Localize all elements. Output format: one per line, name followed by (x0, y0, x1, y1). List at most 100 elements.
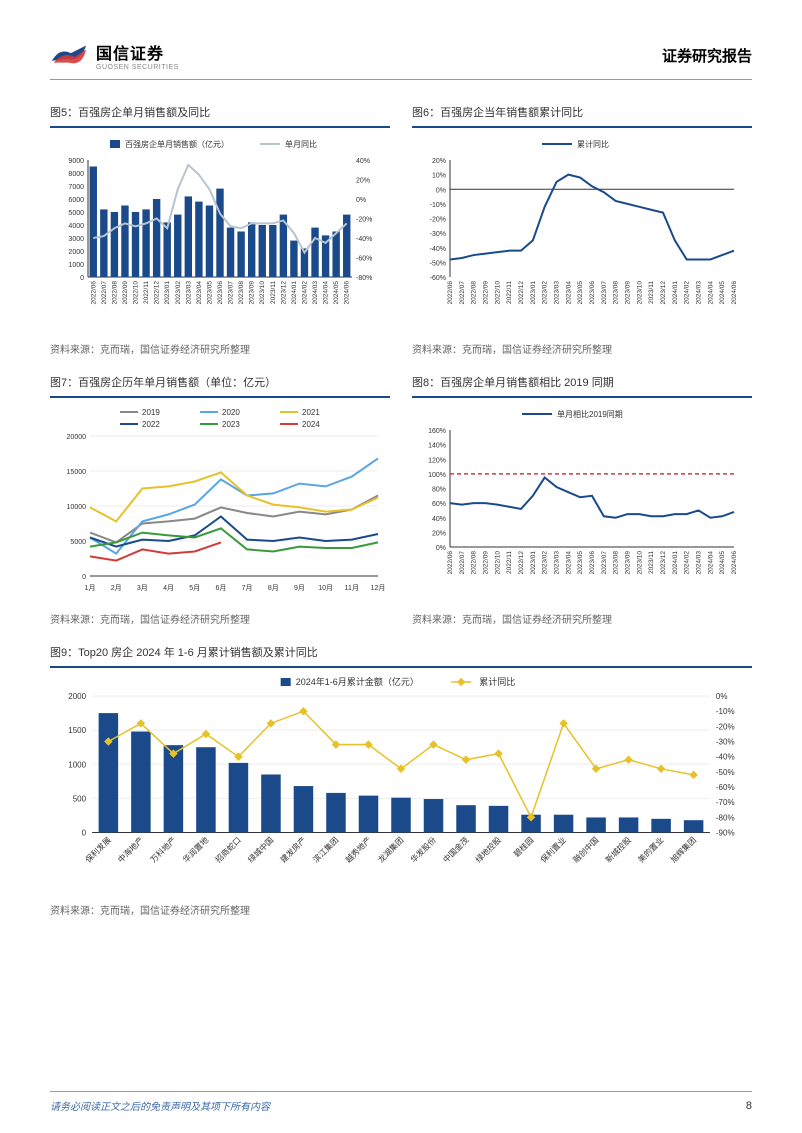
svg-text:7000: 7000 (68, 184, 84, 191)
svg-text:-20%: -20% (430, 217, 446, 224)
svg-text:华发股份: 华发股份 (408, 835, 438, 865)
svg-text:中海地产: 中海地产 (116, 835, 146, 865)
svg-text:20%: 20% (356, 178, 370, 185)
svg-text:滨江集团: 滨江集团 (311, 835, 341, 865)
svg-text:2022/09: 2022/09 (483, 281, 490, 305)
svg-text:万科地产: 万科地产 (148, 835, 178, 865)
svg-text:1000: 1000 (68, 262, 84, 269)
svg-text:2023/01: 2023/01 (530, 551, 537, 575)
svg-text:2024年1-6月累计金额（亿元）: 2024年1-6月累计金额（亿元） (296, 676, 419, 687)
svg-text:2020: 2020 (222, 408, 240, 417)
svg-text:2023/04: 2023/04 (565, 281, 572, 305)
footer-note: 请务必阅读正文之后的免责声明及其项下所有内容 (50, 1098, 270, 1113)
svg-text:20%: 20% (432, 158, 446, 165)
svg-text:60%: 60% (432, 501, 446, 508)
svg-text:招商蛇口: 招商蛇口 (213, 835, 243, 865)
svg-text:100%: 100% (428, 472, 446, 479)
chart5-title: 图5：百强房企单月销售额及同比 (50, 104, 390, 120)
svg-text:2023/07: 2023/07 (601, 281, 608, 305)
svg-text:2019: 2019 (142, 408, 160, 417)
svg-text:2023/04: 2023/04 (565, 551, 572, 575)
svg-text:融创中国: 融创中国 (571, 835, 601, 865)
svg-text:2021: 2021 (302, 408, 320, 417)
svg-text:0%: 0% (436, 187, 446, 194)
svg-text:-30%: -30% (430, 231, 446, 238)
svg-text:12月: 12月 (371, 584, 386, 592)
svg-text:-80%: -80% (716, 813, 735, 822)
svg-text:2024/03: 2024/03 (696, 551, 703, 575)
svg-text:2023/03: 2023/03 (554, 551, 561, 575)
svg-text:2022/10: 2022/10 (494, 281, 501, 305)
svg-text:2022/10: 2022/10 (133, 281, 140, 305)
svg-text:2023/07: 2023/07 (601, 551, 608, 575)
svg-text:6月: 6月 (215, 584, 226, 592)
svg-text:1月: 1月 (85, 584, 96, 592)
svg-text:2022/06: 2022/06 (447, 281, 454, 305)
svg-text:2023/12: 2023/12 (660, 281, 667, 305)
svg-text:-70%: -70% (716, 798, 735, 807)
chart8-source: 资料来源：克而瑞，国信证券经济研究所整理 (412, 611, 752, 626)
svg-text:2024/02: 2024/02 (301, 281, 308, 305)
svg-text:0: 0 (80, 275, 84, 282)
svg-text:龙湖集团: 龙湖集团 (376, 835, 406, 865)
svg-text:2024/02: 2024/02 (684, 551, 691, 575)
chart8: 单月相比2019同期0%20%40%60%80%100%120%140%160%… (412, 402, 752, 602)
svg-text:-60%: -60% (430, 275, 446, 282)
svg-text:10000: 10000 (67, 504, 87, 511)
svg-text:2023/04: 2023/04 (196, 281, 203, 305)
svg-text:保利发展: 保利发展 (83, 835, 113, 865)
svg-text:5000: 5000 (68, 210, 84, 217)
svg-text:2022/06: 2022/06 (90, 281, 97, 305)
svg-text:2023/12: 2023/12 (280, 281, 287, 305)
svg-text:2023/10: 2023/10 (259, 281, 266, 305)
svg-text:140%: 140% (428, 443, 446, 450)
svg-text:9000: 9000 (68, 158, 84, 165)
svg-text:-10%: -10% (430, 202, 446, 209)
svg-text:40%: 40% (432, 516, 446, 523)
svg-text:0%: 0% (716, 692, 728, 701)
svg-text:2022/12: 2022/12 (518, 281, 525, 305)
svg-text:20000: 20000 (67, 434, 87, 441)
svg-text:2022/12: 2022/12 (518, 551, 525, 575)
svg-text:40%: 40% (356, 158, 370, 165)
svg-text:2023/07: 2023/07 (228, 281, 235, 305)
svg-text:2023/05: 2023/05 (577, 551, 584, 575)
chart7-title: 图7：百强房企历年单月销售额（单位：亿元） (50, 374, 390, 390)
svg-text:越秀地产: 越秀地产 (343, 835, 373, 865)
svg-text:2023/08: 2023/08 (238, 281, 245, 305)
svg-text:1000: 1000 (68, 760, 86, 769)
svg-text:2023: 2023 (222, 420, 240, 429)
svg-text:2023/11: 2023/11 (648, 551, 655, 574)
svg-text:2024/05: 2024/05 (333, 281, 340, 305)
svg-text:2月: 2月 (111, 584, 122, 592)
svg-text:4月: 4月 (163, 584, 174, 592)
svg-text:-30%: -30% (716, 738, 735, 747)
svg-text:单月同比: 单月同比 (285, 139, 317, 149)
svg-text:2024/02: 2024/02 (684, 281, 691, 305)
svg-text:2023/06: 2023/06 (217, 281, 224, 305)
svg-text:2022/11: 2022/11 (506, 281, 513, 304)
svg-text:2023/06: 2023/06 (589, 281, 596, 305)
svg-text:-90%: -90% (716, 828, 735, 837)
chart7: 2019202020212022202320240500010000150002… (50, 402, 390, 602)
svg-text:500: 500 (73, 794, 87, 803)
svg-text:-20%: -20% (356, 217, 372, 224)
svg-text:80%: 80% (432, 487, 446, 494)
svg-text:-80%: -80% (356, 275, 372, 282)
svg-text:5月: 5月 (189, 584, 200, 592)
svg-text:华润置地: 华润置地 (181, 835, 211, 865)
svg-text:-10%: -10% (716, 707, 735, 716)
svg-text:2024/04: 2024/04 (707, 551, 714, 575)
svg-text:-40%: -40% (356, 236, 372, 243)
svg-text:2023/10: 2023/10 (636, 281, 643, 305)
page-number: 8 (746, 1100, 752, 1112)
svg-text:2023/01: 2023/01 (164, 281, 171, 305)
chart9: 2024年1-6月累计金额（亿元）累计同比0500100015002000-90… (50, 672, 752, 893)
svg-text:0%: 0% (356, 197, 366, 204)
svg-text:2022/08: 2022/08 (471, 551, 478, 575)
svg-text:旭辉集团: 旭辉集团 (668, 835, 698, 865)
svg-text:10月: 10月 (318, 584, 333, 592)
svg-text:2024/01: 2024/01 (672, 551, 679, 575)
svg-text:2024/01: 2024/01 (672, 281, 679, 305)
chart8-title: 图8：百强房企单月销售额相比 2019 同期 (412, 374, 752, 390)
